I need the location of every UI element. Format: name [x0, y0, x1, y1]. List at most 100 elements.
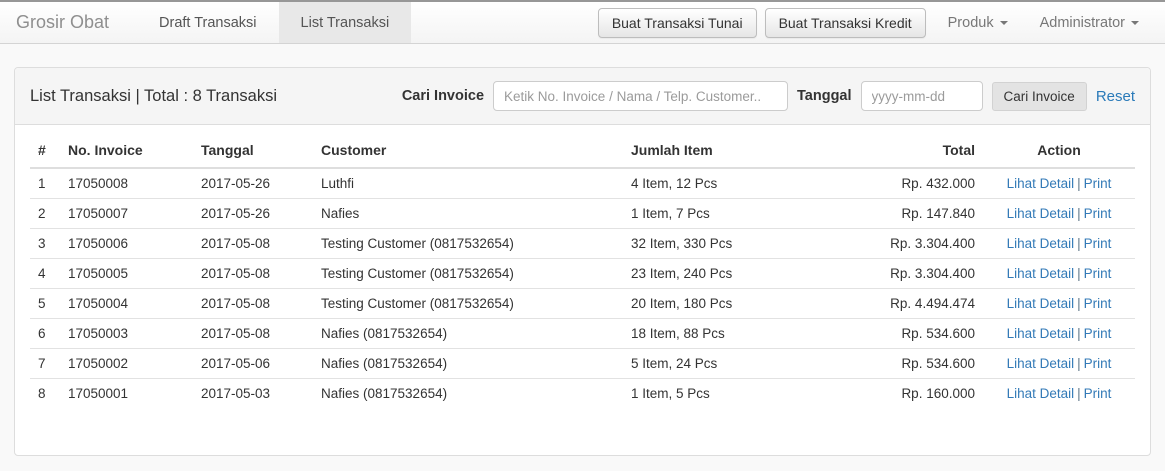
lihat-detail-link[interactable]: Lihat Detail	[1006, 266, 1075, 281]
customer-cell: Nafies (0817532654)	[313, 348, 623, 379]
total-cell: Rp. 432.000	[901, 176, 975, 191]
total-cell: Rp. 534.600	[838, 348, 983, 379]
invoice-cell: 17050008	[68, 176, 129, 191]
navbar-right: Buat Transaksi Tunai Buat Transaksi Kred…	[597, 2, 1149, 43]
total-cell: Rp. 147.840	[838, 198, 983, 229]
lihat-detail-link[interactable]: Lihat Detail	[1006, 206, 1075, 221]
action-cell: Lihat Detail | Print	[983, 288, 1135, 319]
items-cell: 20 Item, 180 Pcs	[623, 288, 838, 319]
print-link[interactable]: Print	[1083, 266, 1112, 281]
date-cell: 2017-05-08	[193, 228, 313, 259]
header-tanggal: Tanggal	[193, 132, 313, 169]
invoice-search-input[interactable]	[493, 81, 789, 111]
total-cell: Rp. 3.304.400	[838, 228, 983, 259]
navbar: Grosir Obat Draft Transaksi List Transak…	[0, 0, 1165, 44]
action-separator: |	[1077, 296, 1081, 311]
reset-link[interactable]: Reset	[1095, 87, 1135, 105]
items-cell: 18 Item, 88 Pcs	[623, 318, 838, 349]
action-separator: |	[1077, 176, 1081, 191]
items-cell: 23 Item, 240 Pcs	[623, 258, 838, 289]
invoice-cell: 17050003	[60, 318, 193, 349]
items-cell: 32 Item, 330 Pcs	[623, 228, 838, 259]
lihat-detail-link[interactable]: Lihat Detail	[1006, 176, 1075, 191]
administrator-dropdown-label: Administrator	[1039, 14, 1125, 31]
panel-body: # No. Invoice Tanggal Customer Jumlah It…	[15, 125, 1150, 428]
header-customer: Customer	[313, 132, 623, 169]
table-row: 8 17050001 2017-05-03 Nafies (0817532654…	[30, 378, 1135, 408]
brand-grosir-obat[interactable]: Grosir Obat	[16, 12, 110, 32]
date-cell: 2017-05-26	[193, 198, 313, 229]
action-cell: Lihat Detail | Print	[983, 348, 1135, 379]
administrator-dropdown[interactable]: Administrator	[1030, 15, 1149, 31]
row-number: 6	[30, 318, 60, 349]
invoice-cell: 17050004	[60, 288, 193, 319]
transaction-list-panel: List Transaksi | Total : 8 Transaksi Car…	[14, 67, 1151, 456]
print-link[interactable]: Print	[1083, 296, 1112, 311]
action-cell: Lihat Detail | Print	[983, 228, 1135, 259]
search-form: Cari Invoice Tanggal Cari Invoice Reset	[402, 81, 1135, 111]
cari-invoice-label: Cari Invoice	[401, 88, 485, 104]
lihat-detail-link[interactable]: Lihat Detail	[1006, 386, 1075, 401]
date-cell: 2017-05-08	[193, 318, 313, 349]
total-cell: Rp. 534.600	[838, 318, 983, 349]
row-number: 8	[30, 378, 60, 408]
total-cell: Rp. 4.494.474	[838, 288, 983, 319]
customer-cell: Nafies (0817532654)	[313, 318, 623, 349]
buat-transaksi-kredit-button[interactable]: Buat Transaksi Kredit	[764, 7, 926, 38]
date-cell: 2017-05-06	[193, 348, 313, 379]
header-jumlah-item: Jumlah Item	[623, 132, 838, 169]
date-cell: 2017-05-03	[193, 378, 313, 408]
table-row: 6 17050003 2017-05-08 Nafies (0817532654…	[30, 318, 1135, 349]
invoice-cell: 17050007	[60, 198, 193, 229]
lihat-detail-link[interactable]: Lihat Detail	[1006, 236, 1075, 251]
items-cell: 1 Item, 7 Pcs	[623, 198, 838, 229]
nav-list-transaksi[interactable]: List Transaksi	[278, 2, 412, 43]
row-number: 5	[30, 288, 60, 319]
produk-dropdown-label: Produk	[947, 14, 994, 31]
invoice-cell: 17050002	[60, 348, 193, 379]
header-total: Total	[838, 132, 983, 169]
tanggal-label: Tanggal	[797, 88, 852, 104]
page-title: List Transaksi | Total : 8 Transaksi	[30, 86, 278, 105]
caret-down-icon	[1131, 20, 1139, 25]
action-separator: |	[1077, 386, 1081, 401]
lihat-detail-link[interactable]: Lihat Detail	[1006, 326, 1075, 341]
invoice-cell: 17050001	[60, 378, 193, 408]
total-cell: Rp. 160.000	[838, 378, 983, 408]
action-separator: |	[1077, 236, 1081, 251]
header-no-invoice: No. Invoice	[60, 132, 193, 169]
header-action: Action	[983, 132, 1135, 169]
print-link[interactable]: Print	[1083, 176, 1112, 191]
row-number: 3	[30, 228, 60, 259]
lihat-detail-link[interactable]: Lihat Detail	[1006, 296, 1075, 311]
items-cell: 1 Item, 5 Pcs	[623, 378, 838, 408]
date-cell: 2017-05-26	[201, 176, 271, 191]
print-link[interactable]: Print	[1083, 206, 1112, 221]
customer-cell: Testing Customer (0817532654)	[313, 228, 623, 259]
invoice-cell: 17050005	[60, 258, 193, 289]
action-separator: |	[1077, 356, 1081, 371]
cari-invoice-button[interactable]: Cari Invoice	[991, 81, 1087, 111]
produk-dropdown[interactable]: Produk	[938, 15, 1018, 31]
buat-transaksi-tunai-button[interactable]: Buat Transaksi Tunai	[597, 7, 757, 38]
table-row: 4 17050005 2017-05-08 Testing Customer (…	[30, 258, 1135, 289]
action-cell: Lihat Detail | Print	[983, 258, 1135, 289]
lihat-detail-link[interactable]: Lihat Detail	[1006, 356, 1075, 371]
customer-cell: Luthfi	[321, 176, 355, 191]
panel-heading: List Transaksi | Total : 8 Transaksi Car…	[15, 68, 1150, 125]
print-link[interactable]: Print	[1083, 386, 1112, 401]
print-link[interactable]: Print	[1083, 326, 1112, 341]
row-number: 2	[30, 198, 60, 229]
print-link[interactable]: Print	[1083, 236, 1112, 251]
action-cell: Lihat Detail | Print	[983, 198, 1135, 229]
print-link[interactable]: Print	[1083, 356, 1112, 371]
table-row: 3 17050006 2017-05-08 Testing Customer (…	[30, 228, 1135, 259]
action-separator: |	[1077, 266, 1081, 281]
table-row: 5 17050004 2017-05-08 Testing Customer (…	[30, 288, 1135, 319]
table-row: 1 17050008 2017-05-26 Luthfi 4 Item, 12 …	[30, 168, 1135, 199]
date-input[interactable]	[860, 81, 983, 111]
invoice-cell: 17050006	[60, 228, 193, 259]
table-row: 7 17050002 2017-05-06 Nafies (0817532654…	[30, 348, 1135, 379]
nav-draft-transaksi[interactable]: Draft Transaksi	[159, 14, 257, 31]
customer-cell: Testing Customer (0817532654)	[313, 288, 623, 319]
